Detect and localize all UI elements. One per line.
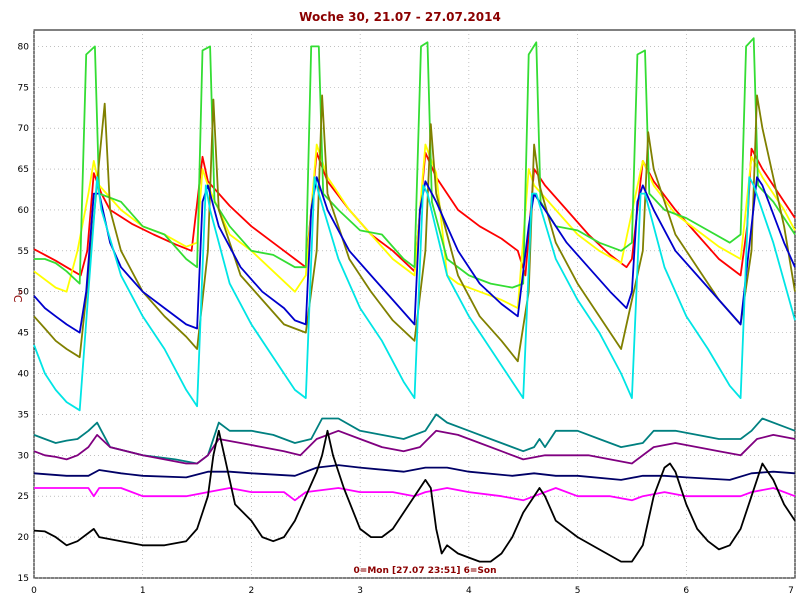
y-tick-label: 45 bbox=[18, 329, 29, 339]
x-tick-label: 3 bbox=[357, 586, 363, 596]
y-tick-label: 65 bbox=[18, 165, 29, 175]
chart-title: Woche 30, 21.07 - 27.07.2014 bbox=[299, 10, 501, 24]
series-line-10 bbox=[34, 487, 796, 502]
x-tick-label: 7 bbox=[788, 586, 794, 596]
series-line-8 bbox=[33, 429, 796, 465]
y-tick-label: 25 bbox=[18, 492, 29, 502]
x-tick-label: 6 bbox=[683, 586, 689, 596]
series-line-9 bbox=[33, 464, 796, 481]
series-line-7 bbox=[33, 413, 796, 465]
y-tick-label: 75 bbox=[18, 83, 29, 93]
series-line-11 bbox=[33, 429, 796, 563]
y-tick-label: 70 bbox=[18, 124, 30, 134]
y-tick-label: 80 bbox=[18, 42, 30, 52]
y-tick-label: 20 bbox=[18, 533, 30, 543]
y-tick-label: 50 bbox=[18, 288, 30, 298]
x-tick-label: 5 bbox=[575, 586, 581, 596]
series-line-3 bbox=[34, 37, 796, 289]
y-axis-label: °C bbox=[11, 289, 24, 303]
x-tick-label: 2 bbox=[249, 586, 255, 596]
x-tick-label: 4 bbox=[466, 586, 472, 596]
y-tick-label: 35 bbox=[18, 410, 29, 420]
series-line-2 bbox=[33, 143, 796, 310]
y-tick-label: 15 bbox=[18, 574, 29, 584]
series-line-4 bbox=[33, 94, 796, 363]
series-line-5 bbox=[33, 176, 796, 334]
plot-frame bbox=[33, 29, 796, 579]
series-line-6 bbox=[33, 176, 796, 412]
x-tick-label: 0 bbox=[31, 586, 37, 596]
y-tick-label: 55 bbox=[18, 247, 29, 257]
y-tick-label: 60 bbox=[18, 206, 30, 216]
y-tick-label: 40 bbox=[18, 370, 30, 380]
chart-footer: 0=Mon [27.07 23:51] 6=Son bbox=[354, 566, 497, 576]
y-tick-label: 30 bbox=[18, 451, 30, 461]
x-tick-label: 1 bbox=[140, 586, 146, 596]
series-lines bbox=[33, 37, 796, 563]
